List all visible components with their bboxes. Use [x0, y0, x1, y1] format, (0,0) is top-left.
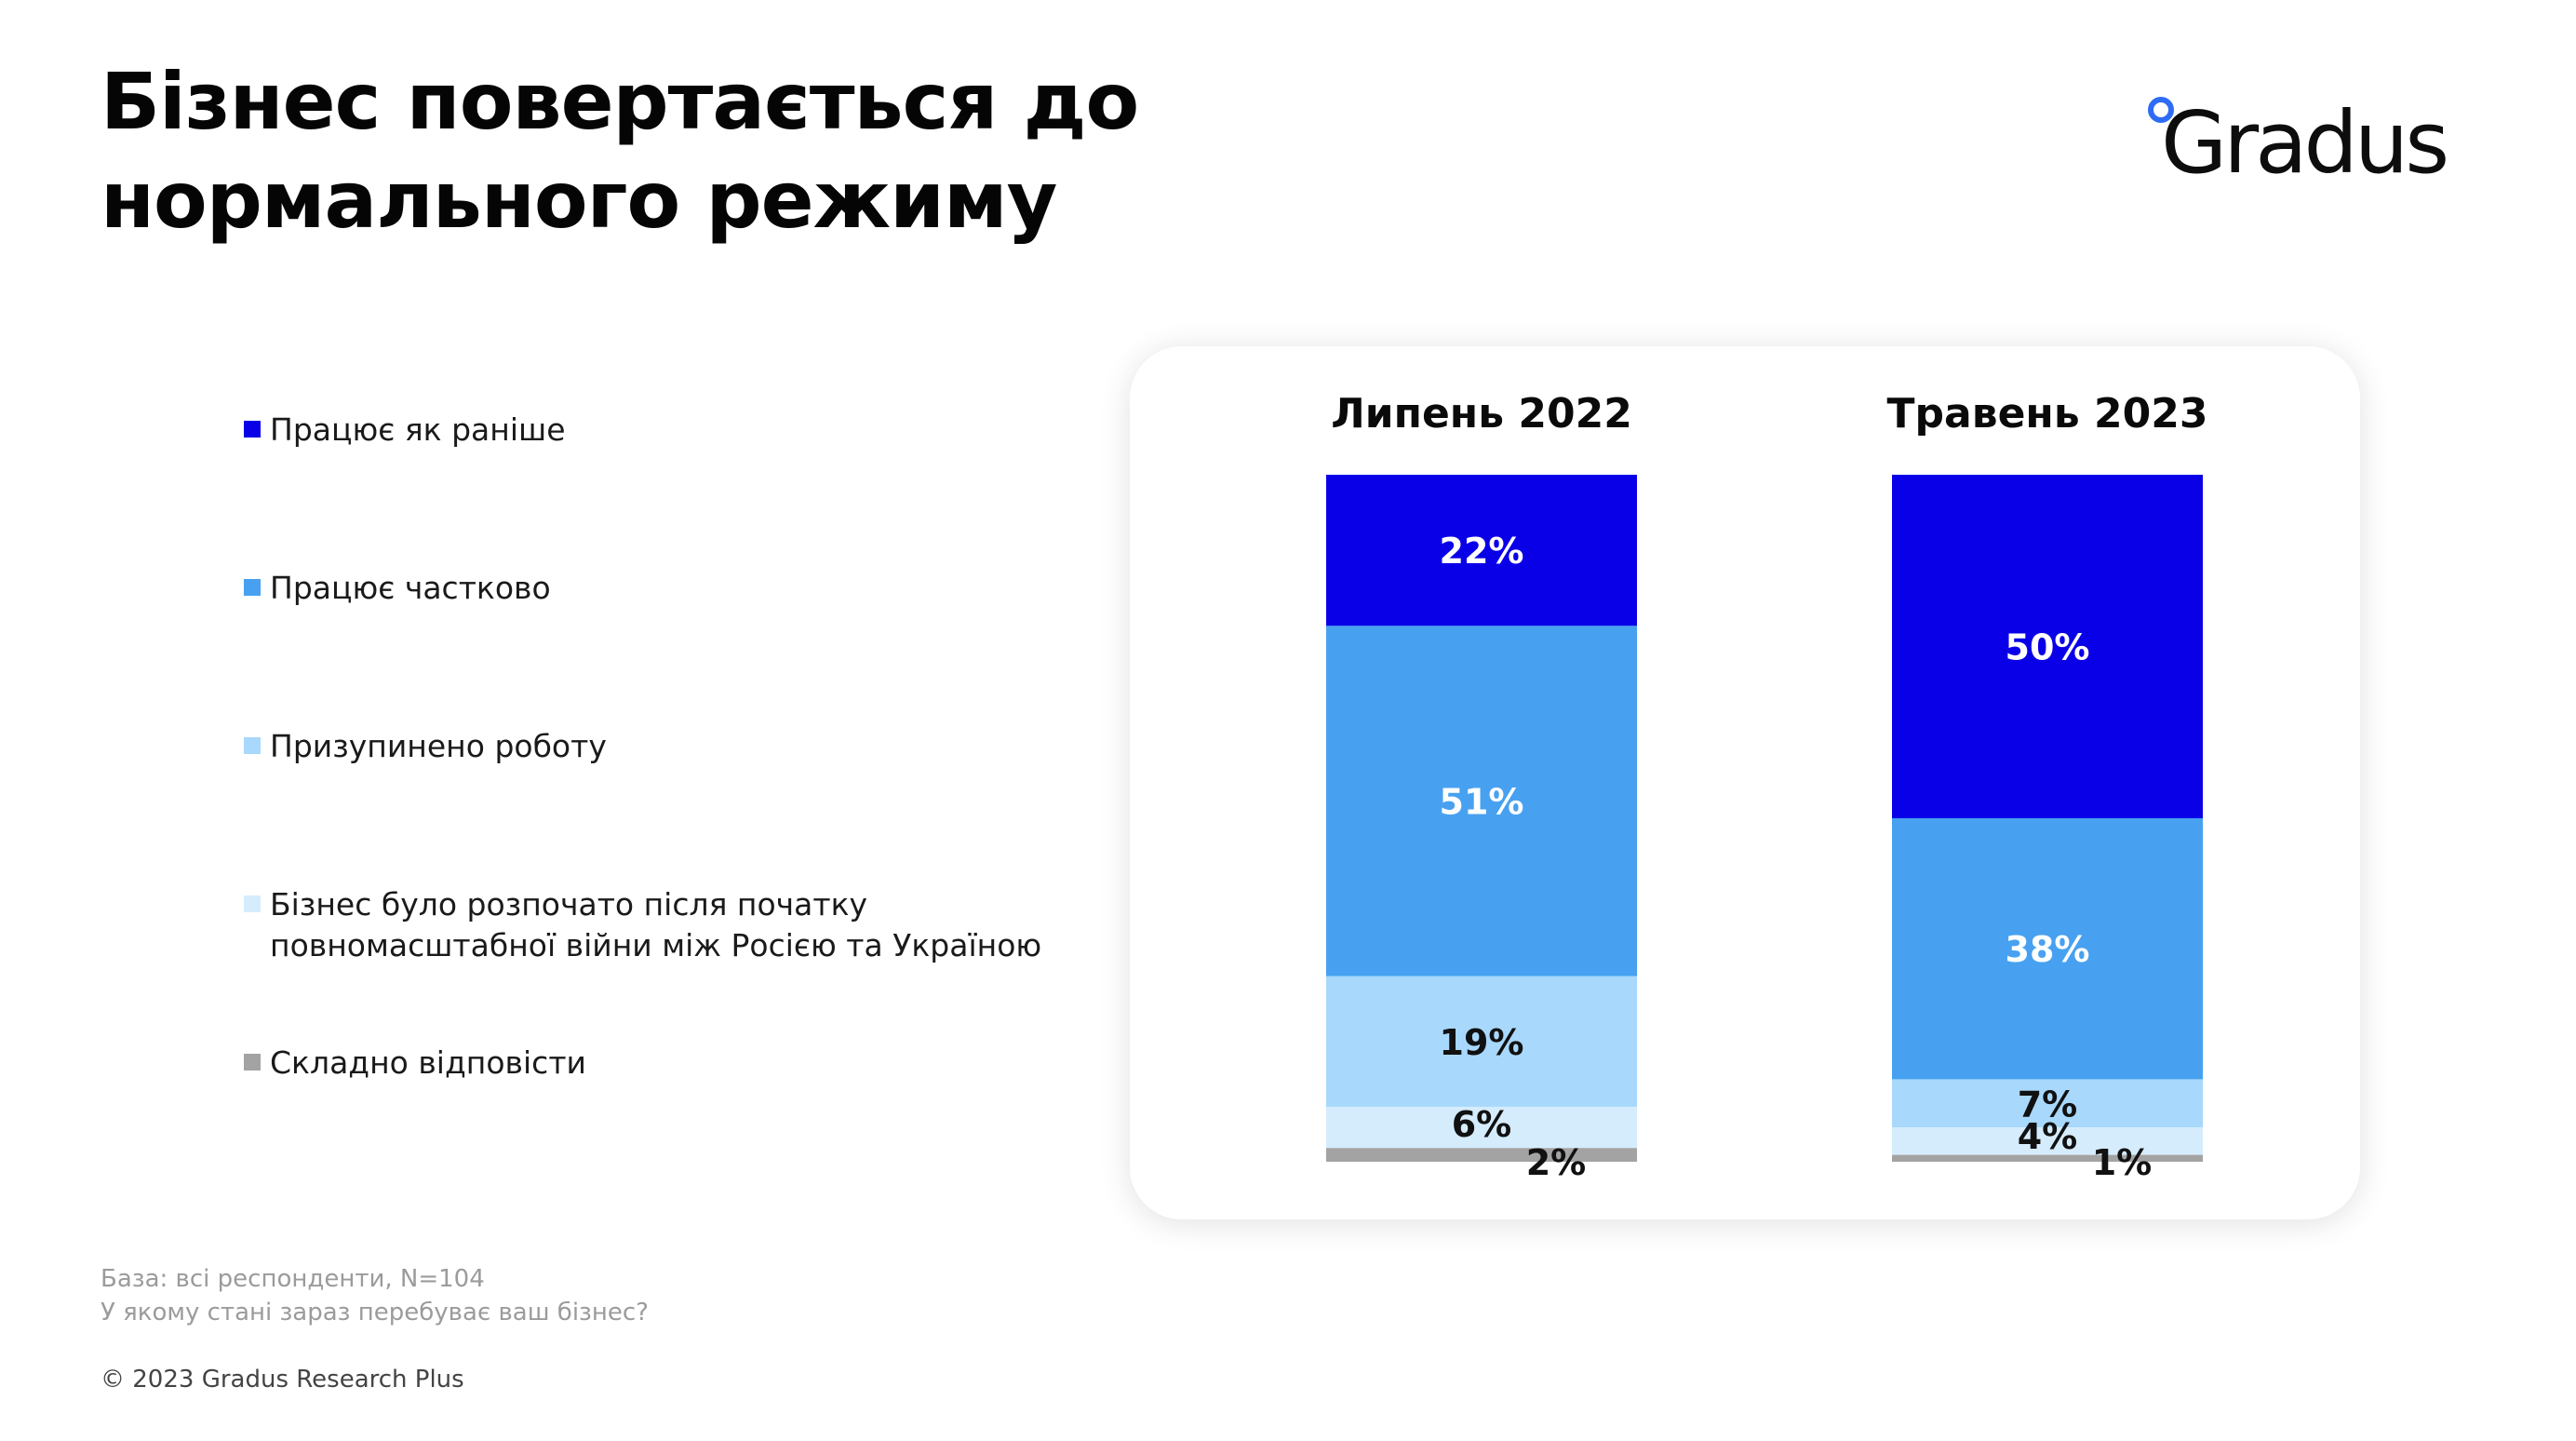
data-label-0-3: 6%	[1452, 1104, 1512, 1145]
bar-segment-1-0	[1892, 475, 2203, 818]
legend-swatch	[244, 1054, 261, 1071]
copyright: © 2023 Gradus Research Plus	[101, 1366, 464, 1394]
bar-segment-0-1	[1326, 626, 1637, 976]
legend-item-works-partially: Працює частково	[244, 568, 551, 609]
legend-swatch	[244, 737, 261, 754]
bar-segment-0-4	[1326, 1148, 1637, 1162]
bar-segment-1-4	[1892, 1154, 2203, 1162]
legend-item-suspended: Призупинено роботу	[244, 726, 607, 767]
bar-segment-0-3	[1326, 1106, 1637, 1149]
legend-swatch	[244, 579, 261, 596]
data-label-1-3: 4%	[2018, 1116, 2078, 1157]
chart-legend: Працює як раніше Працює частково Призупи…	[244, 0, 1081, 1441]
data-label-0-2: 19%	[1440, 1022, 1524, 1063]
legend-label: Працює як раніше	[270, 411, 566, 448]
bar-segment-0-0	[1326, 475, 1637, 626]
legend-label: Бізнес було розпочато після початку повн…	[270, 884, 1041, 966]
legend-label: Працює частково	[270, 570, 551, 606]
page-title-line1: Бізнес повертається до	[101, 56, 1139, 147]
stacked-bar-chart: Липень 2022 22% 51% 19% 6% 2% Травень 2023 50% 3…	[1326, 390, 2208, 1183]
bar-segment-1-1	[1892, 818, 2203, 1080]
data-label-1-1: 38%	[2006, 929, 2090, 970]
legend-swatch	[244, 421, 261, 438]
legend-item-works-as-before: Працює як раніше	[244, 410, 566, 451]
legend-label: Складно відповісти	[270, 1044, 586, 1081]
logo-dot-icon	[2148, 97, 2174, 123]
footnote-question: У якому стані зараз перебуває ваш бізнес…	[101, 1299, 649, 1327]
data-label-0-0: 22%	[1440, 531, 1524, 572]
bar-segment-1-2	[1892, 1079, 2203, 1128]
data-label-1-4: 1%	[2092, 1142, 2153, 1183]
bar-segment-0-2	[1326, 976, 1637, 1107]
legend-swatch	[244, 896, 261, 912]
page-title-line2: нормального режиму	[101, 155, 1057, 246]
bar-segment-1-3	[1892, 1127, 2203, 1155]
gradus-logo: Gradus	[2140, 89, 2503, 201]
legend-item-hard-to-answer: Складно відповісти	[244, 1043, 586, 1084]
footnote-base: База: всі респонденти, N=104	[101, 1265, 485, 1293]
footnotes: База: всі респонденти, N=104 У якому ста…	[101, 1262, 649, 1329]
logo-wordmark: Gradus	[2161, 93, 2449, 193]
legend-label-line2: повномасштабної війни між Росією та Укра…	[270, 927, 1042, 963]
chart-card: Липень 2022 22% 51% 19% 6% 2% Травень 2023 50% 3…	[1130, 346, 2360, 1219]
data-label-1-0: 50%	[2006, 627, 2090, 668]
legend-item-started-after-war: Бізнес було розпочато після початку повн…	[244, 884, 1041, 966]
page-title: Бізнес повертається до нормального режим…	[101, 52, 1139, 249]
data-label-0-1: 51%	[1440, 782, 1524, 823]
legend-label: Призупинено роботу	[270, 728, 607, 764]
data-label-1-2: 7%	[2018, 1084, 2078, 1125]
data-label-0-4: 2%	[1526, 1142, 1587, 1183]
category-label-1: Травень 2023	[1887, 390, 2208, 438]
category-label-0: Липень 2022	[1331, 390, 1632, 438]
legend-label-line1: Бізнес було розпочато після початку	[270, 886, 868, 923]
